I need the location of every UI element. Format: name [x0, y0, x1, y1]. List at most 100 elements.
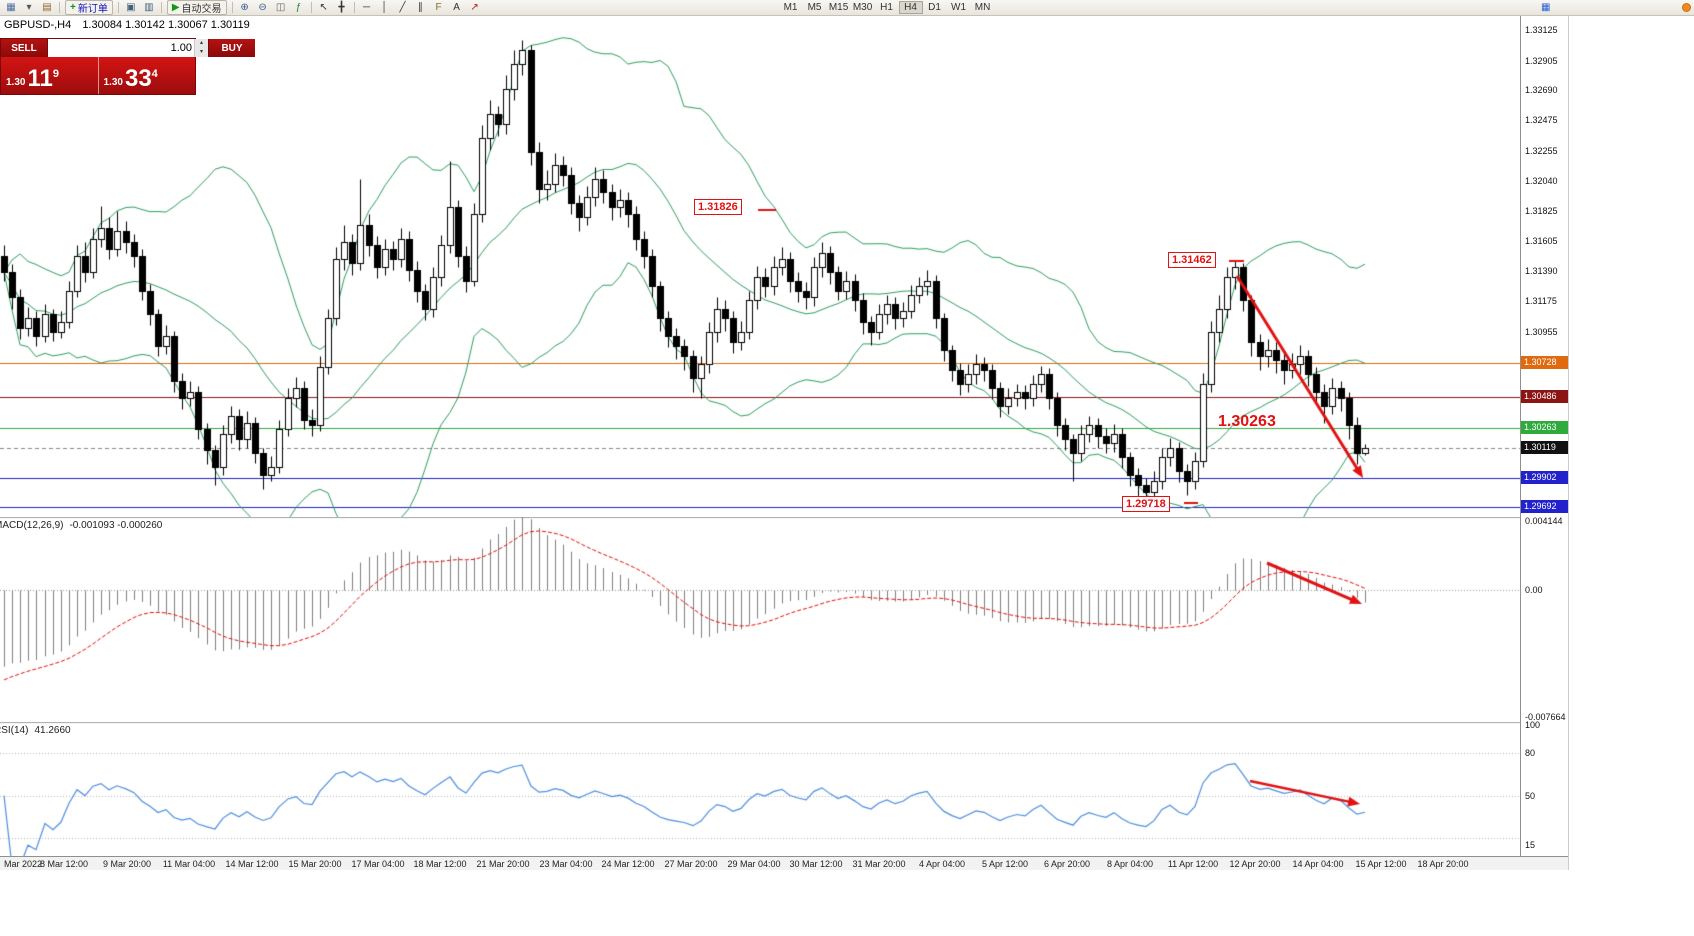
price-annotation[interactable]: 1.30263: [1218, 413, 1276, 430]
timeframe-h1[interactable]: H1: [880, 2, 893, 13]
timeframe-d1[interactable]: D1: [928, 2, 941, 13]
price-tick: 1.30955: [1525, 327, 1558, 337]
toolbar-separator: [117, 2, 119, 13]
timeframe-h4[interactable]: H4: [898, 1, 923, 14]
arrow-object-icon[interactable]: ↗: [470, 1, 479, 13]
navigator-icon[interactable]: ▥: [144, 1, 154, 13]
chart-annotations: 1.31826 1.31462 1.29718 1.30263: [694, 199, 1276, 512]
price-tick: 1.32475: [1525, 115, 1558, 125]
timeframe-mn[interactable]: MN: [974, 2, 991, 13]
crosshair-icon[interactable]: ╋: [338, 1, 345, 13]
rsi-axis-label: 100: [1525, 720, 1541, 730]
volume-up-button[interactable]: ▴: [199, 40, 203, 46]
time-label: 5 Apr 12:00: [981, 859, 1029, 869]
price-level-tag[interactable]: 1.30263: [1521, 421, 1568, 434]
toolbar-separator: [310, 2, 312, 13]
rsi-axis-label: 80: [1525, 748, 1536, 758]
price-annotation[interactable]: 1.31826: [694, 199, 742, 215]
new-chart-icon[interactable]: ▦: [6, 1, 16, 13]
alert-icon[interactable]: [1682, 3, 1691, 12]
time-label: 18 Mar 12:00: [413, 859, 467, 869]
auto-trading-button-icon: ▶: [171, 2, 180, 13]
new-order-button[interactable]: + 新订单: [65, 0, 113, 15]
timeframe-m1[interactable]: M1: [783, 2, 798, 13]
time-label: 24 Mar 12:00: [601, 859, 655, 869]
price-tick: 1.31605: [1525, 236, 1558, 246]
buy-price-sup: 4: [151, 68, 158, 80]
time-label: 11 Mar 04:00: [162, 859, 216, 869]
text-icon[interactable]: A: [453, 1, 460, 13]
price-annotation[interactable]: 1.29718: [1122, 496, 1170, 512]
macd-panel-canvas[interactable]: [0, 517, 1520, 722]
fibonacci-icon[interactable]: F: [435, 1, 442, 13]
trendline-icon[interactable]: ╱: [399, 1, 406, 13]
price-level-tag[interactable]: 1.29692: [1521, 500, 1568, 513]
toolbar-separator: [353, 2, 355, 13]
volume-input[interactable]: [48, 39, 194, 57]
one-click-trading-panel: SELL ▴ ▾ BUY 1.30 11 9 1.30 33 4: [0, 38, 255, 95]
cursor-icon[interactable]: ↖: [319, 1, 328, 13]
window-divider: [1568, 16, 1569, 870]
buy-price[interactable]: 1.30 33 4: [99, 57, 196, 94]
profiles-icon[interactable]: ▤: [42, 1, 52, 13]
time-label: 17 Mar 04:00: [351, 859, 405, 869]
price-level-tag[interactable]: 1.29902: [1521, 471, 1568, 484]
price-tick: 1.33125: [1525, 25, 1558, 35]
buy-button[interactable]: BUY: [209, 39, 255, 57]
time-label: 29 Mar 04:00: [727, 859, 781, 869]
time-label: 27 Mar 20:00: [664, 859, 718, 869]
timeframe-w1[interactable]: W1: [951, 2, 967, 13]
sell-price[interactable]: 1.30 11 9: [1, 57, 98, 94]
time-label: 6 Apr 20:00: [1043, 859, 1091, 869]
timeframe-m30[interactable]: M30: [852, 2, 873, 13]
auto-trading-button[interactable]: ▶ 自动交易: [166, 0, 227, 15]
tile-windows-icon[interactable]: ◫: [275, 1, 286, 13]
main-chart-canvas[interactable]: [0, 16, 1520, 517]
new-order-button-icon: +: [70, 2, 76, 13]
time-label: 14 Apr 04:00: [1292, 859, 1344, 869]
new-order-button-label: 新订单: [77, 4, 108, 15]
sell-button[interactable]: SELL: [1, 39, 47, 57]
time-label: 30 Mar 12:00: [789, 859, 843, 869]
rsi-axis-label: 50: [1525, 791, 1536, 801]
chart-shift-icon[interactable]: ▦: [1541, 2, 1551, 13]
indicators-icon[interactable]: ƒ: [295, 1, 302, 13]
price-tick: 1.31390: [1525, 266, 1558, 276]
toolbar-separator: [59, 2, 60, 13]
time-label: 8 Apr 04:00: [1106, 859, 1154, 869]
volume-down-button[interactable]: ▾: [199, 49, 203, 55]
buy-price-big: 33: [124, 65, 152, 92]
time-label: 15 Mar 20:00: [288, 859, 342, 869]
zoom-out-icon[interactable]: ⊖: [258, 1, 267, 13]
symbol-ohlc: 1.30084 1.30142 1.30067 1.30119: [82, 19, 250, 31]
time-label: 23 Mar 04:00: [539, 859, 593, 869]
time-label: 8 Mar 12:00: [39, 859, 89, 869]
time-label: 21 Mar 20:00: [476, 859, 530, 869]
macd-axis-label: -0.007664: [1525, 712, 1566, 722]
time-label: 4 Apr 04:00: [918, 859, 966, 869]
time-label: 12 Apr 20:00: [1229, 859, 1281, 869]
hline-icon[interactable]: ─: [363, 1, 371, 13]
price-level-tag[interactable]: 1.30486: [1521, 390, 1568, 403]
timeframe-group: M1 M5 M15 M30 H1 H4 D1 W1 MN: [779, 1, 995, 14]
price-tick: 1.32040: [1525, 176, 1558, 186]
zoom-in-icon[interactable]: ⊕: [240, 1, 249, 13]
price-annotation[interactable]: 1.31462: [1168, 252, 1216, 268]
channel-icon[interactable]: ∥: [418, 1, 424, 13]
chart-type-dropdown-icon[interactable]: ▾: [26, 1, 32, 13]
timeframe-m15[interactable]: M15: [828, 2, 849, 13]
macd-axis-label: 0.00: [1525, 585, 1543, 595]
price-level-tag[interactable]: 1.30728: [1521, 356, 1568, 369]
timeframe-m5[interactable]: M5: [807, 2, 822, 13]
rsi-panel-canvas[interactable]: [0, 722, 1520, 856]
price-divider: [97, 57, 99, 94]
macd-axis-label: 0.004144: [1525, 516, 1563, 526]
sell-price-sup: 9: [52, 68, 59, 80]
vline-icon[interactable]: │: [381, 1, 388, 13]
price-axis: 1.33125 1.32905 1.32690 1.32475 1.32255 1.320…: [1520, 16, 1568, 856]
time-label: 15 Apr 12:00: [1355, 859, 1407, 869]
market-watch-icon[interactable]: ▣: [126, 1, 136, 13]
price-tick: 1.31825: [1525, 206, 1558, 216]
time-label: 9 Mar 20:00: [102, 859, 152, 869]
